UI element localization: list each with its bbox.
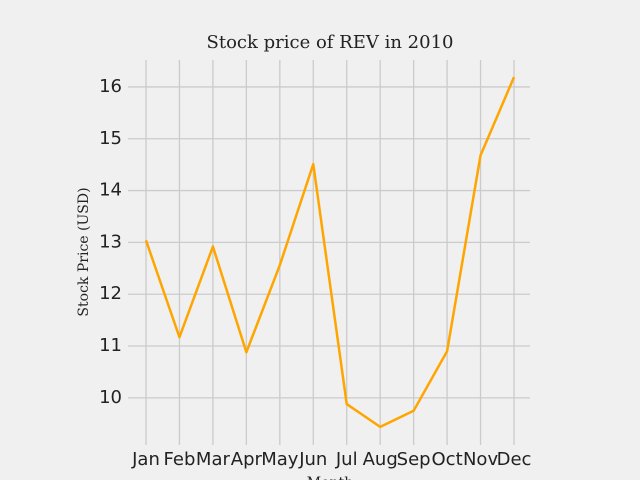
x-tick-label: Jul	[335, 449, 358, 470]
x-tick-label: Oct	[432, 449, 463, 470]
y-tick-label: 14	[99, 180, 122, 201]
line	[144, 76, 516, 429]
x-tick-label: Mar	[196, 449, 231, 470]
x-tick-label: Jan	[131, 449, 160, 470]
x-axis-label: Month	[307, 475, 353, 480]
x-tick-label: Nov	[463, 449, 498, 470]
x-tick-label: Jun	[298, 449, 327, 470]
chart-title: Stock price of REV in 2010	[207, 32, 454, 53]
x-tick-label: Aug	[363, 449, 398, 470]
y-tick-label: 10	[99, 387, 122, 408]
y-tick-label: 13	[99, 231, 122, 252]
y-tick-label: 15	[99, 128, 122, 149]
x-tick-label: May	[261, 449, 299, 470]
x-tick-label: Dec	[497, 449, 532, 470]
y-tick-label: 12	[99, 283, 122, 304]
y-tick-label: 11	[99, 335, 122, 356]
x-tick-label: Sep	[397, 449, 431, 470]
x-tick-label: Feb	[164, 449, 196, 470]
y-axis-label: Stock Price (USD)	[76, 187, 92, 316]
y-tick-label: 16	[99, 76, 122, 97]
x-tick-label: Apr	[231, 449, 263, 470]
